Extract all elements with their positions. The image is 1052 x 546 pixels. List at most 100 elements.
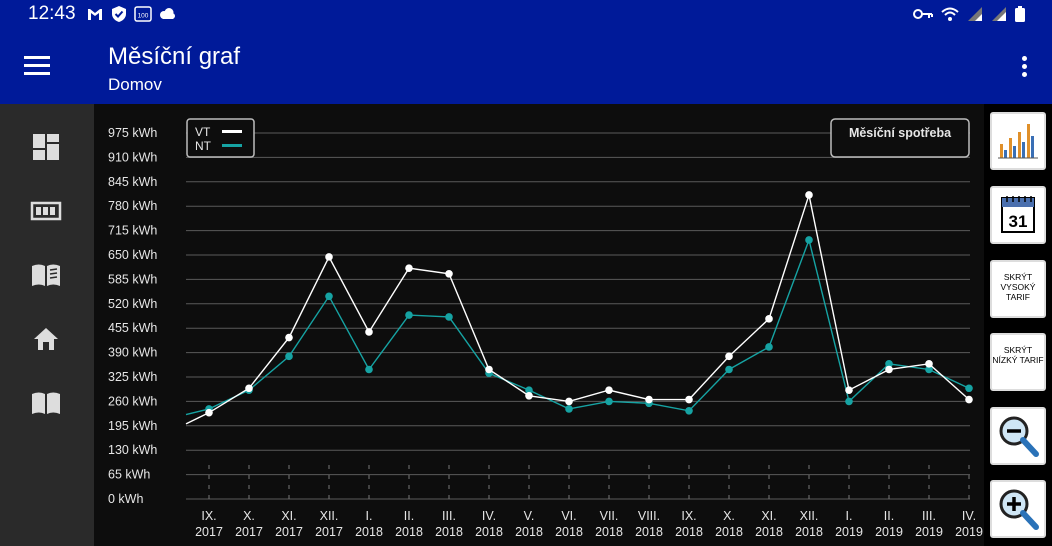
data-point-vt [725,352,733,361]
y-tick-label: 195 kWh [108,419,157,433]
key-icon [913,9,933,19]
data-point-nt [285,352,293,361]
x-tick-month: VIII. [638,509,660,523]
home-icon[interactable] [30,323,62,355]
data-point-nt [525,386,533,394]
hamburger-menu-icon[interactable] [24,56,52,78]
calendar-button[interactable]: 31 [990,186,1046,244]
x-tick-year: 2017 [235,525,263,539]
y-tick-label: 520 kWh [108,297,157,311]
x-tick-month: VII. [600,509,619,523]
x-tick-month: II. [884,509,894,523]
battery-icon [1015,6,1025,22]
data-point-vt [605,386,613,394]
cloud-icon [160,8,175,19]
x-tick-year: 2018 [435,525,463,539]
data-point-vt [645,395,653,404]
x-tick-year: 2018 [755,525,783,539]
calendar-day: 31 [1009,212,1028,231]
gmail-icon [88,9,102,20]
chart-type-button[interactable] [990,112,1046,170]
battery-percent-text: 100 [138,13,149,20]
data-point-vt [245,384,253,393]
legend-swatch [222,130,242,133]
data-point-vt [365,328,373,336]
data-point-vt [885,365,893,374]
zoom-in-icon [999,489,1039,530]
x-tick-year: 2018 [635,525,663,539]
data-point-vt [565,397,573,406]
data-point-nt [605,397,613,406]
x-tick-month: I. [846,509,853,523]
data-point-nt [805,236,813,244]
zoom-in-button[interactable] [990,480,1046,538]
x-tick-year: 2017 [315,525,343,539]
x-tick-year: 2018 [515,525,543,539]
x-tick-month: VI. [561,509,576,523]
hide-high-tariff-button[interactable]: SKRÝT VYSOKÝ TARIF [990,260,1046,318]
y-tick-label: 585 kWh [108,272,157,286]
data-point-nt [325,292,333,301]
overflow-menu-icon[interactable] [1014,54,1034,80]
data-point-nt [565,405,573,413]
x-tick-year: 2018 [715,525,743,539]
x-tick-month: XI. [761,509,776,523]
y-tick-label: 65 kWh [108,468,150,482]
bar-chart-icon [998,124,1038,159]
legend-box [186,118,255,158]
book-icon[interactable] [30,259,62,291]
data-point-vt [805,191,813,199]
status-notification-icons: 100 [86,5,176,23]
data-point-vt [445,269,453,278]
hide-low-tariff-label: SKRÝT NÍZKÝ TARIF [992,345,1044,365]
data-point-vt [285,333,293,342]
y-tick-label: 325 kWh [108,370,157,384]
zoom-out-icon [999,416,1039,457]
y-tick-label: 780 kWh [108,199,157,213]
data-point-vt [485,365,493,374]
x-tick-month: II. [404,509,414,523]
data-point-vt [525,391,533,400]
x-tick-year: 2018 [795,525,823,539]
data-point-vt [765,315,773,323]
zoom-out-button[interactable] [990,407,1046,465]
x-tick-month: IV. [482,509,496,523]
y-tick-label: 975 kWh [108,126,157,140]
manual-icon[interactable] [30,387,62,419]
signal-icon-2 [992,7,1006,21]
y-tick-label: 715 kWh [108,224,157,238]
page-subtitle: Domov [108,75,162,94]
wifi-icon [941,7,959,21]
x-tick-month: XII. [800,509,819,523]
data-point-vt [965,395,973,404]
x-tick-year: 2019 [915,525,943,539]
legend-label: VT [195,125,211,139]
x-tick-year: 2018 [475,525,503,539]
x-tick-month: I. [366,509,373,523]
x-tick-year: 2019 [875,525,903,539]
dashboard-icon[interactable] [30,131,62,163]
page-title: Měsíční graf [108,43,241,70]
meter-icon[interactable] [30,195,62,227]
monthly-consumption-button[interactable]: Měsíční spotřeba [830,118,970,158]
y-tick-label: 910 kWh [108,150,157,164]
data-point-vt [925,360,933,368]
monthly-chart[interactable]: 0 kWh 65 kWh 130 kWh 195 kWh 260 kWh 325 kWh 3… [94,104,984,546]
status-time: 12:43 [28,3,76,24]
side-navigation [0,104,94,546]
x-tick-month: XII. [320,509,339,523]
data-point-nt [445,313,453,321]
x-tick-month: IX. [681,509,696,523]
x-tick-year: 2017 [195,525,223,539]
y-tick-label: 260 kWh [108,394,157,408]
x-tick-year: 2019 [955,525,983,539]
y-tick-label: 130 kWh [108,443,157,457]
data-point-vt [325,253,333,261]
x-tick-month: IX. [201,509,216,523]
shield-icon [112,6,126,22]
x-tick-month: III. [922,509,936,523]
x-tick-year: 2018 [595,525,623,539]
data-point-vt [205,408,213,417]
hide-low-tariff-button[interactable]: SKRÝT NÍZKÝ TARIF [990,333,1046,391]
